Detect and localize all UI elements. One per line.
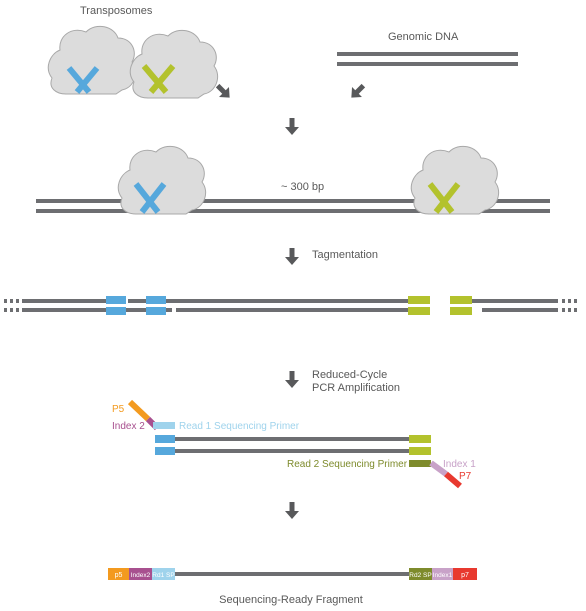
bound-blue-mark — [133, 182, 167, 214]
segment-index2 — [129, 568, 152, 580]
tagmented-dna — [4, 296, 577, 315]
down-arrow-4 — [285, 502, 299, 519]
genomic-dna-label: Genomic DNA — [388, 31, 459, 43]
segment-p7 — [453, 568, 477, 580]
blue-adapters — [106, 296, 166, 315]
index2-label: Index 2 — [112, 421, 145, 432]
down-arrow-3 — [285, 371, 299, 388]
diagonal-arrow-right — [346, 80, 369, 103]
segment-rd2sp-text: Rd2 SP — [409, 572, 431, 579]
read2-primer-label: Read 2 Sequencing Primer — [287, 459, 408, 470]
down-arrow-2 — [285, 248, 299, 265]
segment-rd2sp — [409, 568, 432, 580]
segment-p5 — [108, 568, 129, 580]
segment-index1 — [432, 568, 453, 580]
segment-p5-text: p5 — [115, 572, 123, 579]
transposome-blue — [47, 25, 137, 95]
reduced-cycle-label: Reduced-Cycle — [312, 369, 387, 381]
left-dashes — [4, 299, 19, 312]
final-fragment-label: Sequencing-Ready Fragment — [219, 594, 363, 606]
p7-label: P7 — [459, 471, 472, 482]
pcr-amplification-label: PCR Amplification — [312, 382, 400, 394]
right-dashes — [562, 299, 577, 312]
segment-rd1sp — [152, 568, 175, 580]
p7-primer-tail — [429, 460, 462, 489]
p5-label: P5 — [112, 404, 125, 415]
down-arrow-1 — [285, 118, 299, 135]
bound-dna — [36, 199, 550, 213]
bound-transposome-green — [410, 145, 500, 215]
segment-p7-text: p7 — [461, 572, 469, 579]
segment-rd1sp-text: Rd1 SP — [152, 572, 174, 579]
green-adapters — [408, 296, 472, 315]
tagmentation-label: Tagmentation — [312, 249, 378, 261]
index1-label: Index 1 — [443, 459, 476, 470]
segment-index2-text: Index2 — [131, 572, 151, 579]
segment-index1-text: Index1 — [433, 572, 453, 579]
transposase-blue-mark — [66, 66, 100, 94]
bound-transposome-blue — [117, 145, 207, 215]
fragment-size-label: ~ 300 bp — [281, 181, 324, 193]
transposase-green-mark — [141, 64, 176, 94]
final-fragment: p5 Index2 Rd1 SP Rd2 SP Index1 p7 — [108, 568, 477, 580]
pcr-template — [155, 435, 431, 455]
read2-primer-bar — [409, 460, 431, 467]
bound-green-mark — [427, 182, 461, 214]
genomic-dna — [337, 52, 518, 66]
read1-primer-label: Read 1 Sequencing Primer — [179, 421, 300, 432]
transposomes-label: Transposomes — [80, 5, 153, 17]
read1-primer-bar — [153, 422, 175, 429]
transposome-green — [129, 29, 219, 99]
